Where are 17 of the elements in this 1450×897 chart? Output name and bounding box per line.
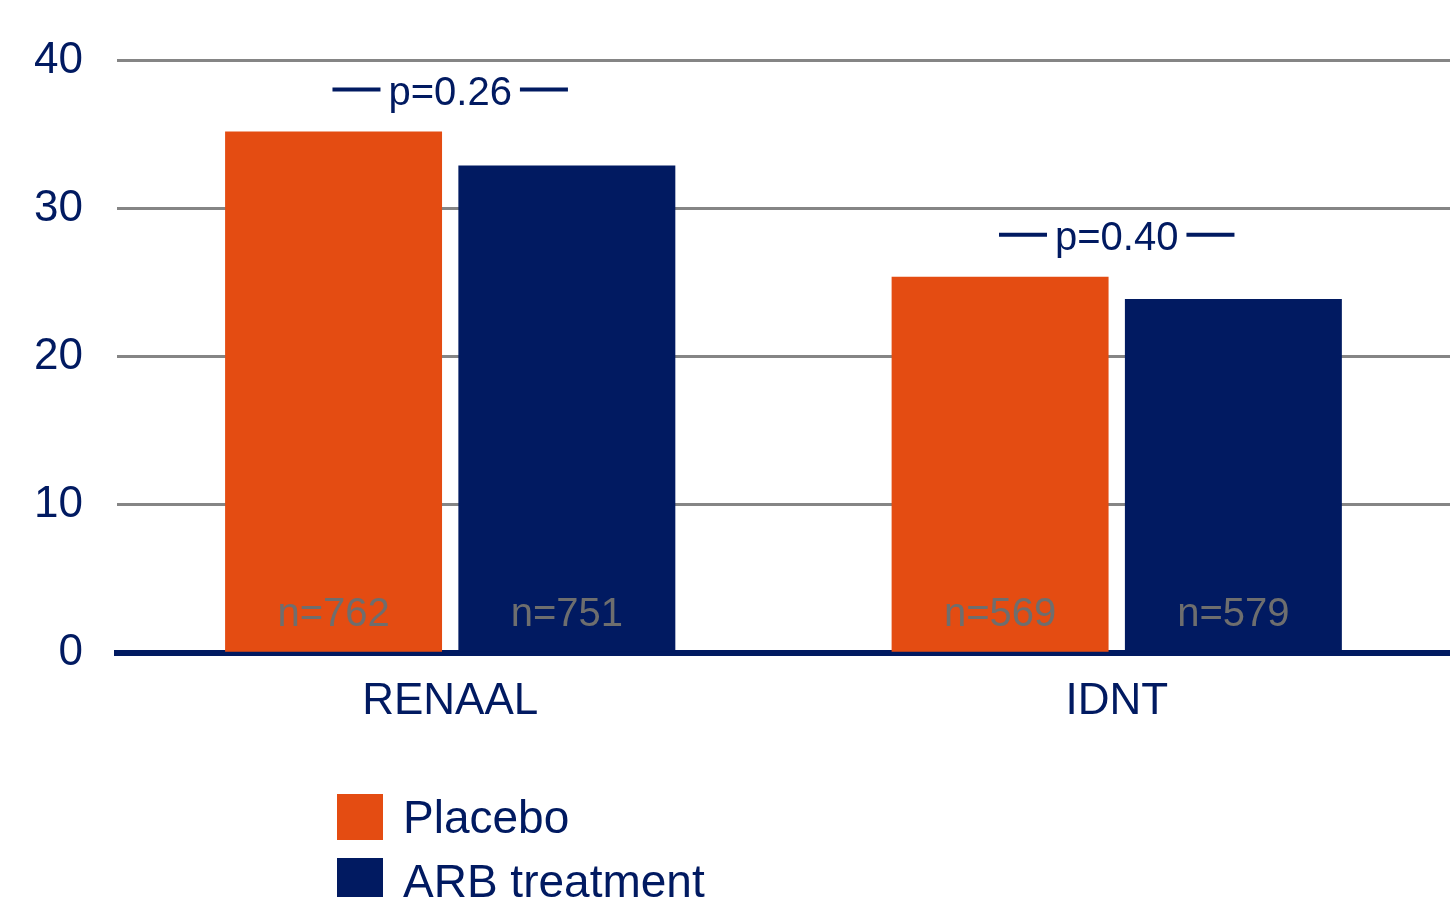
annotation: n=762 bbox=[277, 590, 390, 635]
annotation: n=579 bbox=[1177, 590, 1290, 635]
y-tick-label: 30 bbox=[33, 180, 83, 230]
x-tick-label: IDNT bbox=[1065, 673, 1169, 723]
legend-label: ARB treatment bbox=[403, 854, 705, 897]
annotation: p=0.26 bbox=[388, 68, 512, 113]
bar bbox=[891, 276, 1109, 652]
x-tick-label: RENAAL bbox=[362, 673, 539, 723]
y-tick-label: 20 bbox=[33, 328, 83, 378]
bar bbox=[225, 131, 443, 652]
y-tick-label: 10 bbox=[33, 477, 83, 527]
y-tick-label: 40 bbox=[33, 32, 83, 82]
annotation: p=0.40 bbox=[1055, 213, 1179, 258]
legend-label: Placebo bbox=[403, 790, 570, 844]
annotation: n=751 bbox=[510, 590, 624, 635]
annotation: n=569 bbox=[943, 590, 1057, 635]
y-tick-label: 0 bbox=[58, 625, 83, 675]
